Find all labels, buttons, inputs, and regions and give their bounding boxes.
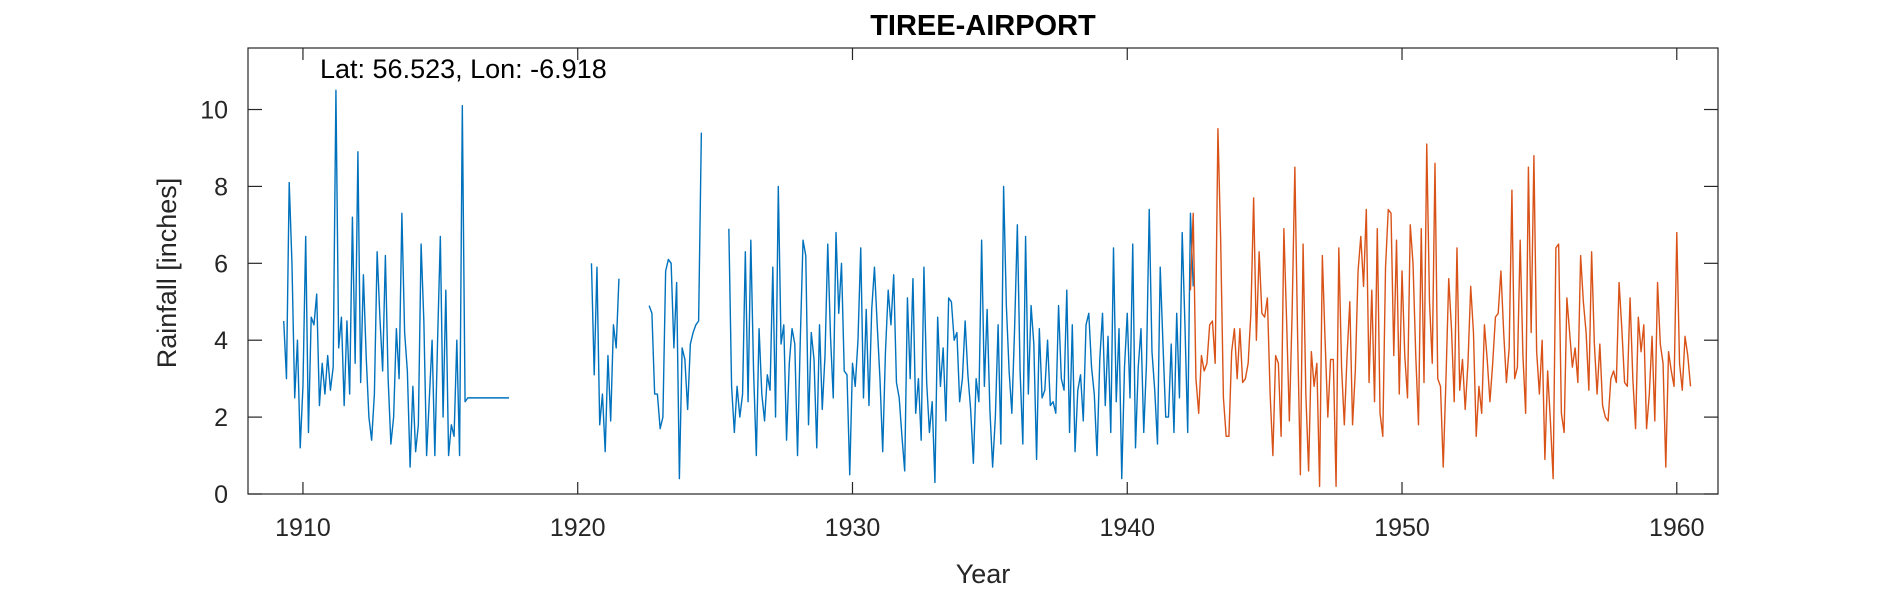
x-tick-label: 1920 <box>550 514 606 542</box>
y-axis-title: Rainfall [inches] <box>152 178 182 369</box>
y-tick-label: 0 <box>214 481 228 509</box>
y-tick-label: 10 <box>200 97 228 125</box>
station-coordinates-annotation: Lat: 56.523, Lon: -6.918 <box>320 54 607 84</box>
series-1-segment-4-line <box>728 185 1194 484</box>
series-1-segment-3-line <box>648 132 703 480</box>
x-tick-label: 1940 <box>1099 514 1155 542</box>
plot-lines <box>283 89 1692 488</box>
plot-frame <box>247 47 1719 495</box>
x-tick-label: 1910 <box>275 514 331 542</box>
y-axis-ticks: 0 2 4 6 8 10 <box>200 97 1718 509</box>
x-tick-label: 1960 <box>1649 514 1705 542</box>
x-axis-ticks: 1910 1920 1930 1940 1950 1960 <box>275 48 1705 542</box>
x-tick-label: 1950 <box>1374 514 1430 542</box>
y-tick-label: 4 <box>214 327 228 355</box>
series-2-segment-1-line <box>1189 128 1692 488</box>
series-1-segment-1-line <box>283 89 510 468</box>
x-tick-label: 1930 <box>825 514 881 542</box>
y-tick-label: 2 <box>214 404 228 432</box>
y-tick-label: 6 <box>214 250 228 278</box>
y-tick-label: 8 <box>214 173 228 201</box>
chart-title: TIREE-AIRPORT <box>870 10 1096 42</box>
x-axis-title: Year <box>956 559 1011 589</box>
series-1-segment-2-line <box>590 263 620 453</box>
